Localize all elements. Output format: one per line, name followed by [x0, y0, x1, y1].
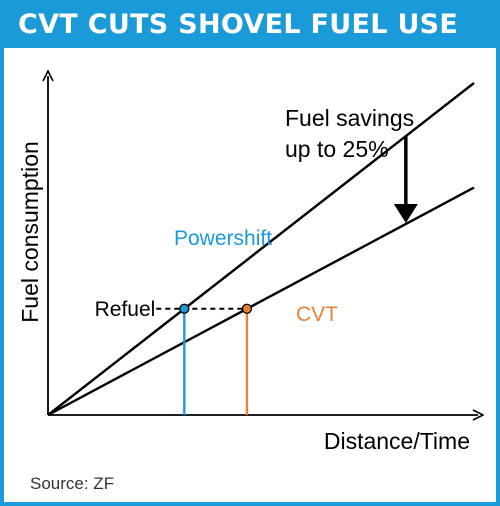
series-label-powershift: Powershift	[174, 227, 272, 250]
chart-title: CVT CUTS SHOVEL FUEL USE	[18, 9, 459, 40]
powershift-refuel-point	[179, 303, 190, 314]
x-axis-label: Distance/Time	[324, 428, 470, 454]
title-banner: CVT CUTS SHOVEL FUEL USE	[4, 4, 496, 48]
savings-arrow-head	[393, 203, 418, 223]
series-line-cvt	[47, 186, 475, 417]
cvt-refuel-point	[241, 303, 253, 314]
savings-text-line1: Fuel savings	[285, 105, 414, 131]
savings-text-line2: up to 25%	[285, 136, 389, 162]
series-line-powershift	[47, 82, 475, 416]
y-axis-label: Fuel consumption	[17, 141, 43, 323]
source-note: Source: ZF	[30, 474, 115, 493]
refuel-label: Refuel	[95, 298, 156, 321]
series-label-cvt: CVT	[296, 303, 338, 326]
chart-plot: Fuel consumption Distance/Time Refuel Po…	[17, 4, 496, 454]
